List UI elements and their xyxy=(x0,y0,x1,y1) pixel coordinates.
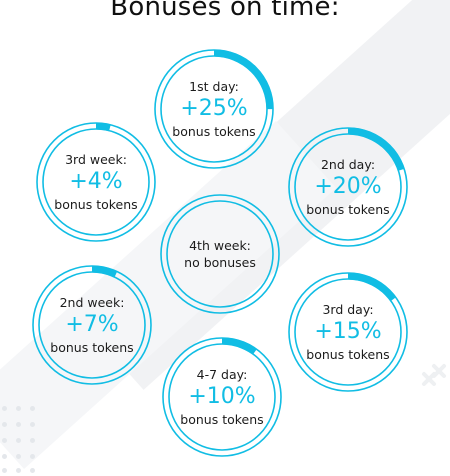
bonus-percent: +20% xyxy=(314,174,382,199)
bonus-circle-week2: 2nd week: +7% bonus tokens xyxy=(27,260,157,390)
page-title: Bonuses on time: xyxy=(110,0,340,22)
decorative-arrow-icon xyxy=(422,364,446,386)
bonus-label: 4-7 day: xyxy=(196,367,248,382)
progress-arc xyxy=(162,337,282,457)
progress-ring xyxy=(36,122,156,242)
bonus-label: 2nd day: xyxy=(320,157,376,172)
bonus-percent: +4% xyxy=(69,169,123,194)
bonus-percent: +15% xyxy=(314,319,382,344)
progress-ring xyxy=(288,127,408,247)
bonus-sub: bonus tokens xyxy=(180,412,264,427)
bonus-circle-week4: 4th week: no bonuses xyxy=(155,189,285,319)
bonus-label: 2nd week: xyxy=(59,295,125,310)
bonus-circle-day4-7: 4-7 day: +10% bonus tokens xyxy=(157,332,287,462)
progress-ring xyxy=(154,49,274,169)
progress-ring xyxy=(162,337,282,457)
ring-outer xyxy=(160,194,280,314)
progress-arc xyxy=(288,127,408,247)
progress-ring xyxy=(288,272,408,392)
bonus-sub: bonus tokens xyxy=(54,197,138,212)
bonus-circle-day1: 1st day: +25% bonus tokens xyxy=(149,44,279,174)
bonus-sub: bonus tokens xyxy=(172,124,256,139)
progress-arc xyxy=(32,265,152,385)
bonus-percent: +25% xyxy=(180,96,248,121)
decorative-dots xyxy=(0,400,44,476)
bonus-sub: bonus tokens xyxy=(50,340,134,355)
bonus-circle-week3: 3rd week: +4% bonus tokens xyxy=(31,117,161,247)
progress-ring xyxy=(32,265,152,385)
bonus-circle-day3: 3rd day: +15% bonus tokens xyxy=(283,267,413,397)
progress-arc xyxy=(36,122,156,242)
progress-arc xyxy=(288,272,408,392)
progress-arc xyxy=(154,49,274,169)
bonus-label: 3rd day: xyxy=(322,302,374,317)
bonus-sub: bonus tokens xyxy=(306,202,390,217)
bonus-sub: bonus tokens xyxy=(306,347,390,362)
ring-inner xyxy=(166,200,274,308)
bonus-label: 3rd week: xyxy=(65,152,127,167)
bonus-label: 4th week: xyxy=(189,238,251,253)
bonus-percent: +10% xyxy=(188,384,256,409)
bonus-percent: +7% xyxy=(65,312,119,337)
bonus-label: 1st day: xyxy=(189,79,239,94)
progress-ring xyxy=(160,194,280,314)
bonus-sub: no bonuses xyxy=(184,255,256,270)
bonus-circle-day2: 2nd day: +20% bonus tokens xyxy=(283,122,413,252)
